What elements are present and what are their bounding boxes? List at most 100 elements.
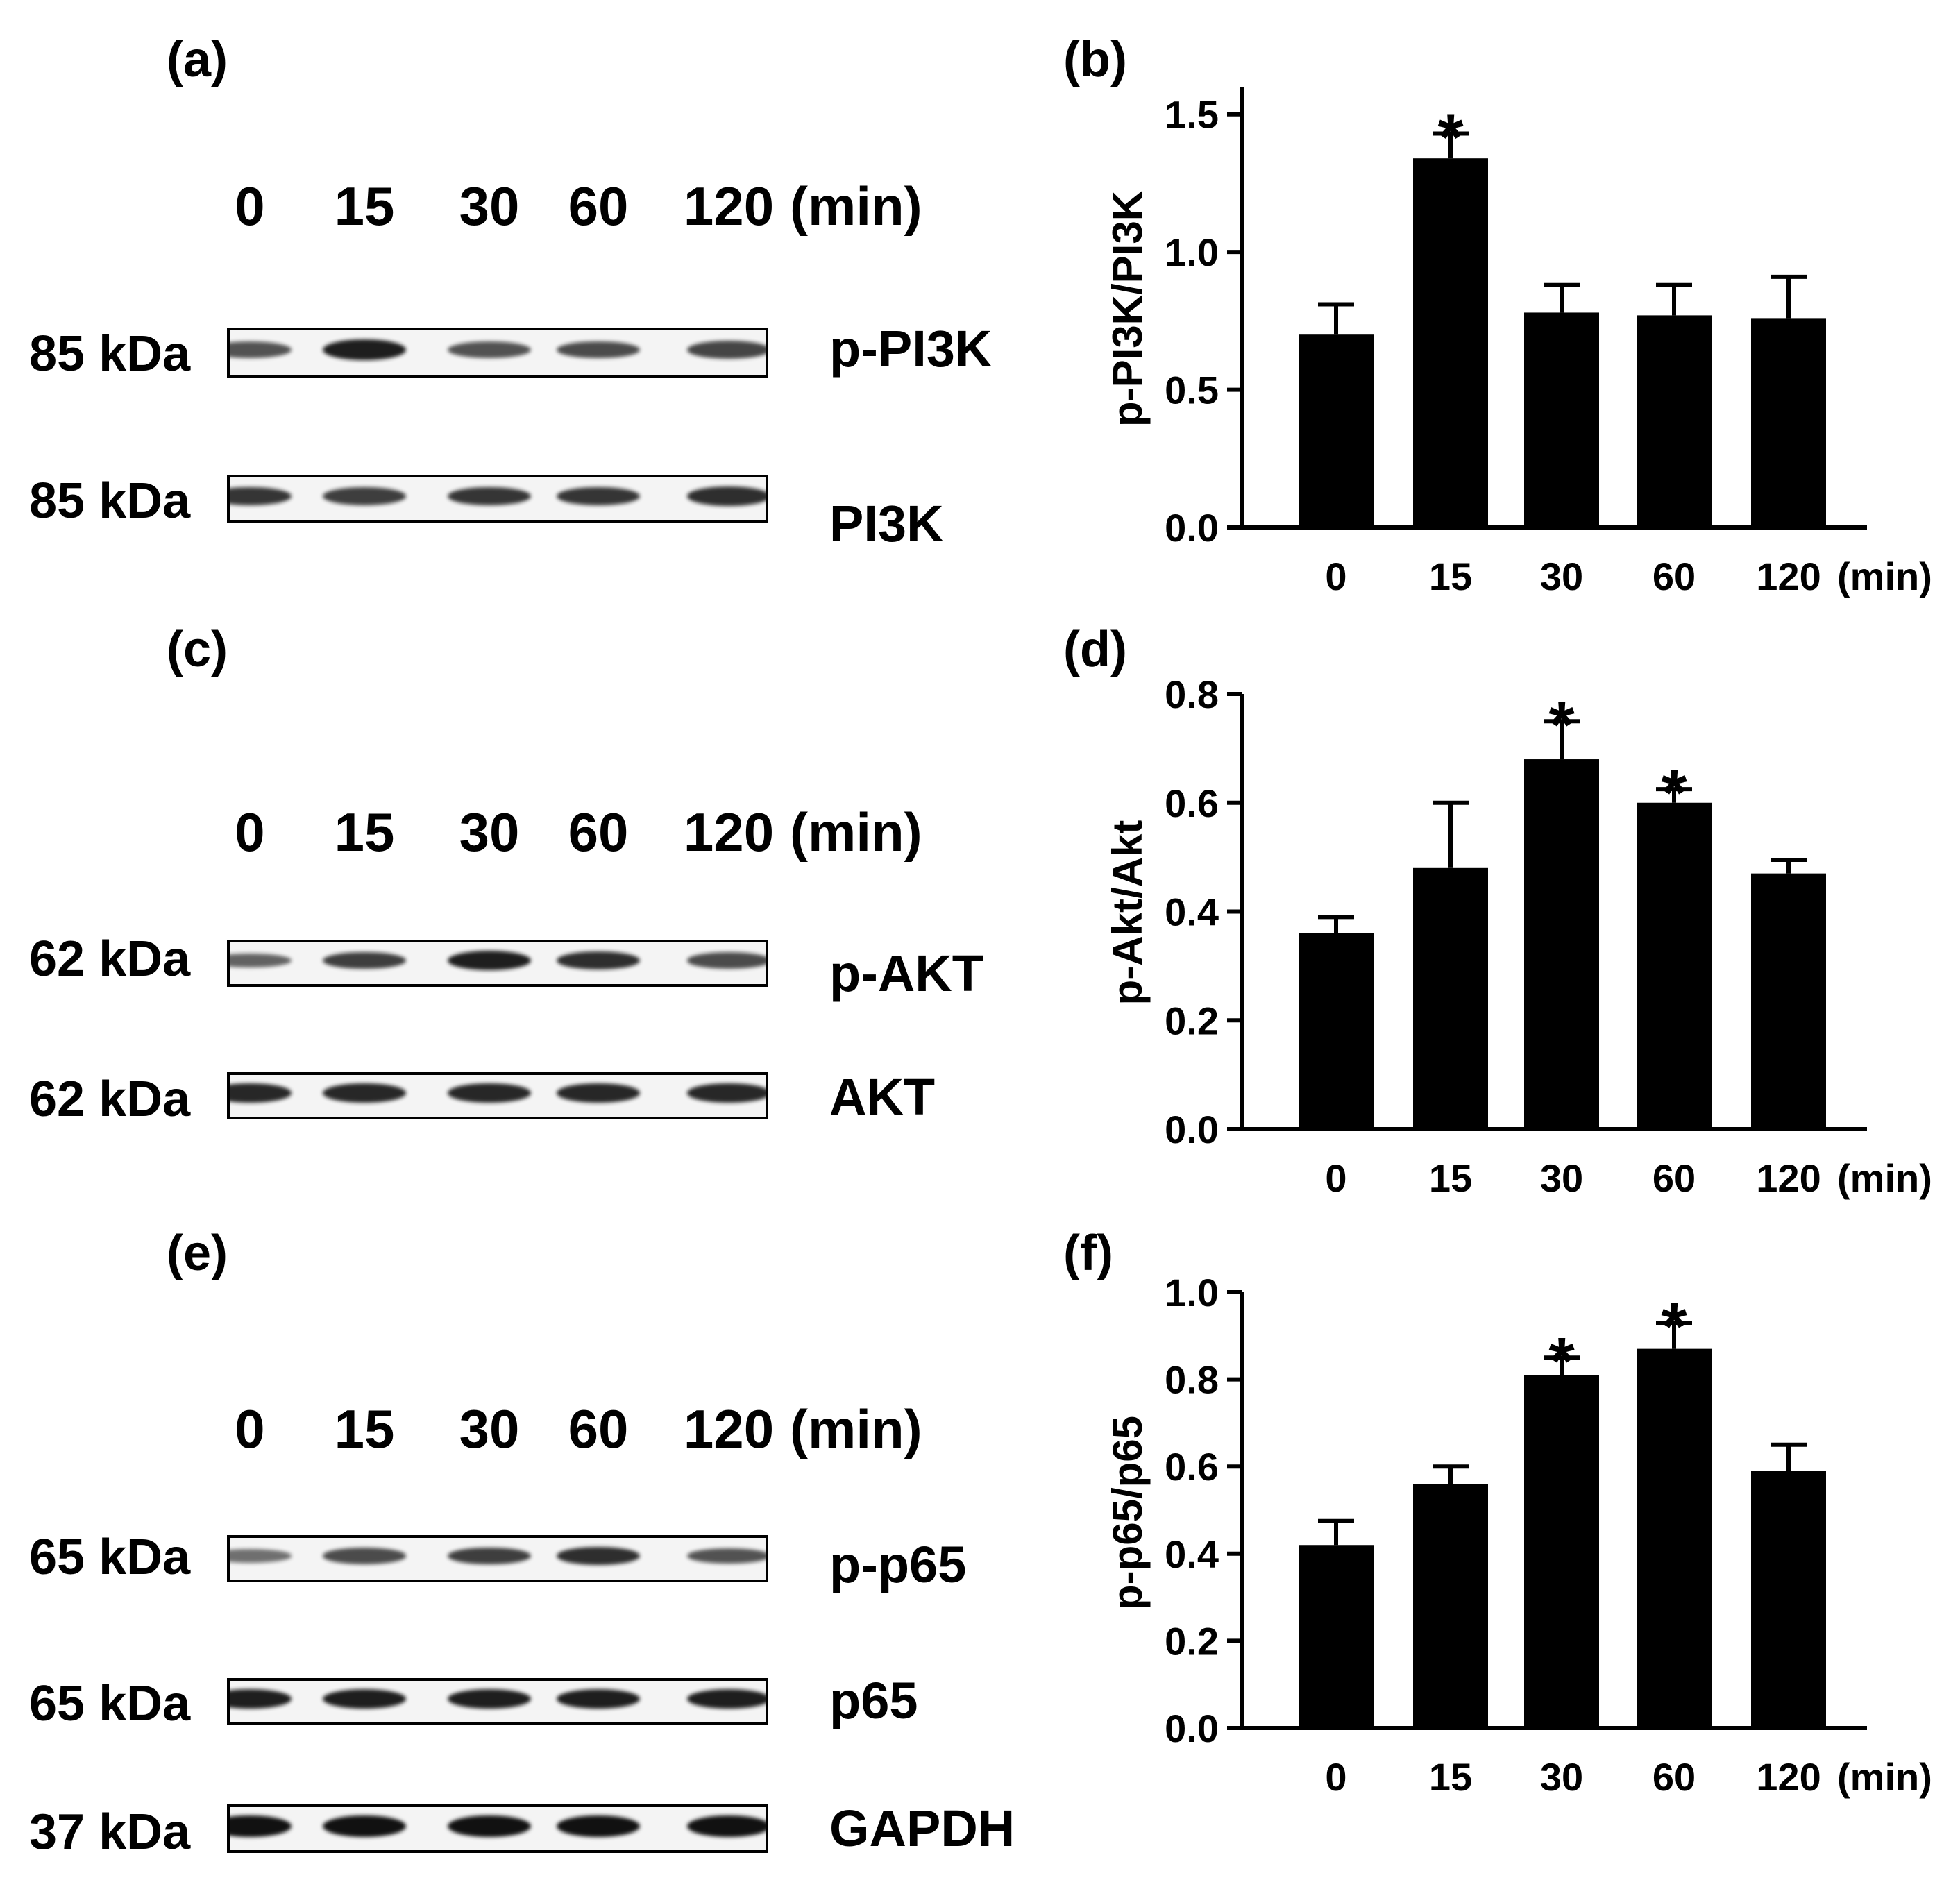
- y-tick-label: 0.2: [1165, 1619, 1219, 1663]
- lane-unit-label: (min): [790, 1398, 922, 1459]
- blot-band: [323, 1688, 406, 1709]
- blot-band: [230, 1083, 292, 1103]
- bar: [1751, 873, 1826, 1129]
- panel-label-e: (e): [167, 1226, 228, 1281]
- blot-band: [557, 951, 640, 970]
- x-tick-label: 30: [1540, 1156, 1583, 1200]
- lane-label: 15: [334, 176, 395, 237]
- y-tick-label: 0.8: [1165, 672, 1219, 716]
- kda-label: 37 kDa: [29, 1804, 191, 1860]
- x-tick-label: 30: [1540, 554, 1583, 598]
- panel-label-f: (f): [1063, 1226, 1113, 1281]
- panel-label-d: (d): [1063, 622, 1127, 677]
- y-axis-label: p-p65/p65: [1104, 1416, 1151, 1610]
- y-tick-label: 0.6: [1165, 1445, 1219, 1489]
- kda-label: 65 kDa: [29, 1530, 191, 1585]
- lane-label: 15: [334, 1398, 395, 1459]
- significance-marker: *: [1661, 1289, 1687, 1364]
- y-axis-label: p-Akt/Akt: [1104, 820, 1151, 1006]
- y-tick-label: 1.0: [1165, 230, 1219, 274]
- blot-band: [557, 486, 640, 506]
- y-tick-label: 0.0: [1165, 1707, 1219, 1750]
- protein-label: PI3K: [829, 495, 944, 552]
- blot-band: [448, 950, 531, 971]
- panel-label-b: (b): [1063, 32, 1127, 87]
- lane-label: 120: [683, 1398, 775, 1459]
- x-tick-label: 120: [1756, 1156, 1820, 1200]
- blot-band: [230, 1549, 292, 1563]
- bar: [1637, 315, 1712, 527]
- blot-band: [448, 341, 531, 358]
- blot-band: [448, 1688, 531, 1709]
- x-tick-label: 60: [1653, 1755, 1696, 1799]
- y-tick-label: 0.0: [1165, 506, 1219, 550]
- significance-marker: *: [1548, 688, 1575, 762]
- bar-chart-d: 0.0 0.2 0.4 0.6 0.8 p-Akt/Akt 0 15 * 30 * 60 120 (min…: [1104, 672, 1932, 1200]
- kda-label: 65 kDa: [29, 1676, 191, 1731]
- y-tick-label: 1.5: [1165, 93, 1219, 137]
- x-axis-unit-label: (min): [1837, 554, 1932, 598]
- blot-band: [230, 953, 292, 968]
- protein-label: p-PI3K: [829, 320, 992, 378]
- kda-label: 62 kDa: [29, 1072, 191, 1127]
- blot-band: [687, 1815, 766, 1837]
- panel-label-c: (c): [167, 622, 228, 677]
- blot-band: [557, 1815, 640, 1837]
- y-tick-label: 0.5: [1165, 369, 1219, 412]
- bar: [1413, 867, 1488, 1129]
- bar: [1413, 1484, 1488, 1728]
- blot-strip: [227, 1678, 768, 1725]
- bar: [1413, 158, 1488, 527]
- blot-strip: [227, 1535, 768, 1582]
- x-tick-label: 60: [1653, 1156, 1696, 1200]
- blot-band: [448, 486, 531, 506]
- x-tick-label: 60: [1653, 554, 1696, 598]
- protein-label: p-AKT: [829, 945, 983, 1002]
- kda-label: 85 kDa: [29, 326, 191, 382]
- x-tick-label: 0: [1325, 554, 1346, 598]
- lane-label: 60: [568, 802, 629, 863]
- lane-unit-label: (min): [790, 176, 922, 237]
- y-tick-label: 0.4: [1165, 1532, 1219, 1576]
- bar: [1751, 1471, 1826, 1728]
- protein-label: AKT: [829, 1068, 936, 1126]
- blot-band: [323, 951, 406, 969]
- blot-band: [323, 339, 406, 361]
- lane-label: 15: [334, 802, 395, 863]
- blot-band: [557, 1688, 640, 1709]
- lane-label: 0: [235, 176, 265, 237]
- kda-label: 62 kDa: [29, 931, 191, 987]
- blot-band: [323, 1815, 406, 1837]
- blot-band: [687, 1083, 766, 1103]
- protein-label: GAPDH: [829, 1799, 1015, 1857]
- x-tick-label: 15: [1429, 1755, 1472, 1799]
- x-tick-label: 0: [1325, 1156, 1346, 1200]
- y-tick-label: 0.8: [1165, 1358, 1219, 1402]
- x-tick-label: 0: [1325, 1755, 1346, 1799]
- protein-label: p-p65: [829, 1536, 967, 1593]
- lane-label: 0: [235, 1398, 265, 1459]
- blot-strip: [227, 940, 768, 987]
- significance-marker: *: [1437, 100, 1464, 174]
- blot-band: [323, 1548, 406, 1564]
- blot-band: [687, 952, 766, 969]
- x-tick-label: 120: [1756, 1755, 1820, 1799]
- lane-unit-label: (min): [790, 802, 922, 863]
- bar-chart-b: 0.0 0.5 1.0 1.5 p-PI3K/PI3K 0 * 15 30 60 120 (min): [1104, 87, 1932, 598]
- bar: [1524, 312, 1599, 527]
- lane-label: 30: [459, 176, 520, 237]
- x-tick-label: 30: [1540, 1755, 1583, 1799]
- blot-band: [687, 486, 766, 506]
- lane-label: 0: [235, 802, 265, 863]
- bar: [1299, 334, 1374, 527]
- blot-strip: [227, 475, 768, 523]
- kda-label: 85 kDa: [29, 473, 191, 529]
- bar-chart-f: 0.0 0.2 0.4 0.6 0.8 1.0 p-p65/p65 0 15 * 30 * 60 120 (…: [1104, 1271, 1932, 1799]
- blot-band: [448, 1547, 531, 1565]
- blot-band: [557, 1546, 640, 1566]
- blot-band: [323, 487, 406, 505]
- blot-band: [448, 1083, 531, 1103]
- blot-band: [687, 1548, 766, 1564]
- blot-band: [557, 1083, 640, 1103]
- x-axis-unit-label: (min): [1837, 1755, 1932, 1799]
